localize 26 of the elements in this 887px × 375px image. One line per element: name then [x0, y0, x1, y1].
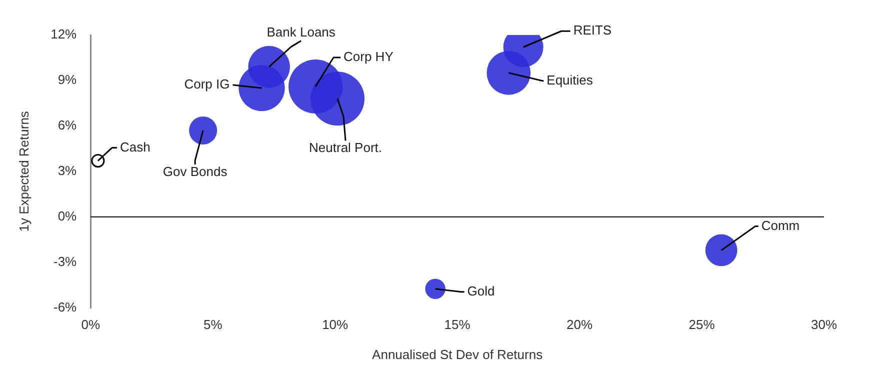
x-tick-label: 0% [81, 317, 100, 332]
y-tick-label: 9% [58, 72, 78, 88]
y-tick-label: 3% [58, 162, 78, 178]
x-tick-label: 5% [203, 317, 223, 332]
annotation: REITS [573, 22, 612, 38]
x-tick-label: 30% [810, 317, 838, 332]
annotation: Equities [546, 72, 594, 88]
x-tick-label: 25% [688, 317, 716, 332]
annotation: Corp IG [184, 76, 230, 92]
y-tick-label: 6% [58, 118, 78, 133]
annotation: Neutral Port. [309, 140, 382, 156]
x-tick-label: 10% [322, 317, 349, 332]
x-tick-label: 15% [444, 317, 471, 332]
y-tick-label: -6% [53, 299, 78, 314]
x-axis-title: Annualised St Dev of Returns [372, 346, 544, 362]
annotation: Cash [120, 139, 150, 154]
y-tick-label: 0% [58, 208, 78, 224]
x-tick-label: 20% [566, 317, 593, 332]
annotation: Bank Loans [266, 24, 336, 40]
annotation: Gold [467, 283, 495, 298]
y-tick-label: 12% [50, 26, 78, 42]
y-tick-label: -3% [53, 254, 78, 269]
annotation: Gov Bonds [162, 164, 228, 180]
y-axis-title: 1y Expected Returns [16, 110, 32, 232]
annotation: Comm [761, 218, 800, 233]
annotation: Corp HY [344, 49, 394, 64]
